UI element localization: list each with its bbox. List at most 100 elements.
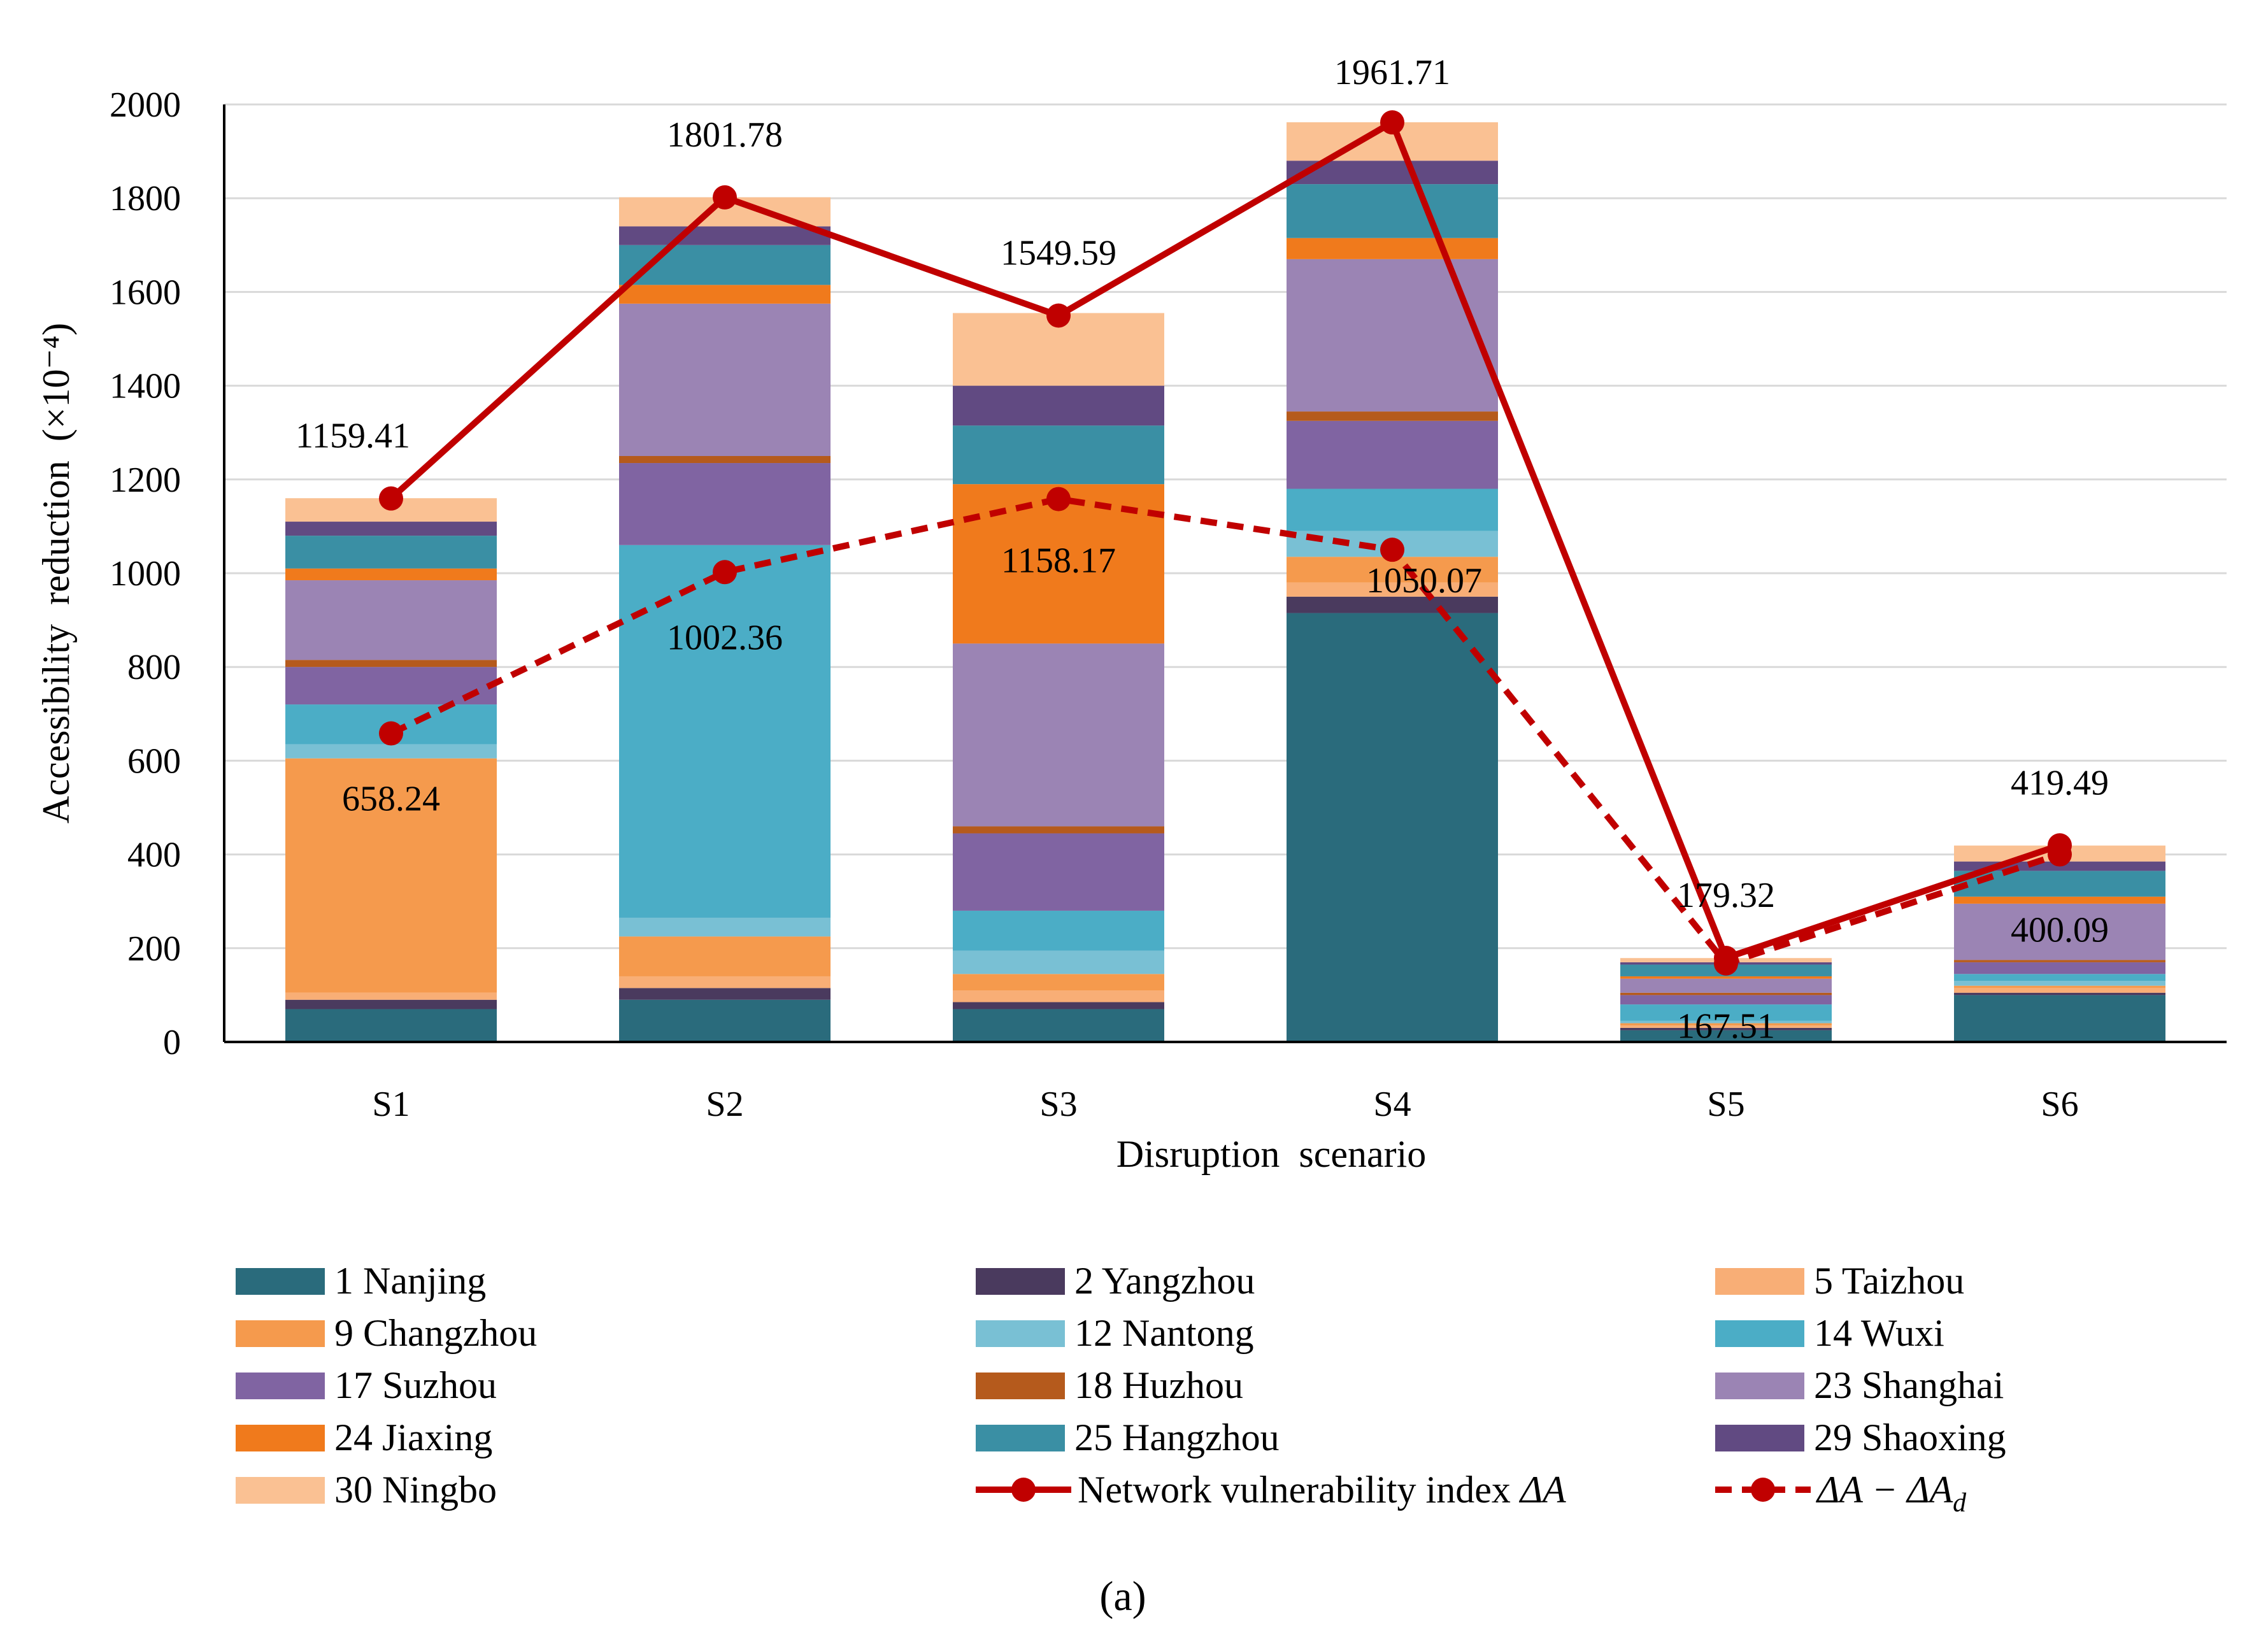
bar-segment-s6-25-hangzhou (1954, 871, 2165, 897)
legend-marker (1011, 1478, 1036, 1502)
bar-segment-s3-5-taizhou (953, 990, 1164, 1002)
data-label: 1801.78 (667, 115, 783, 155)
data-label: 179.32 (1677, 876, 1775, 915)
legend-item-2-yangzhou: 2 Yangzhou (976, 1260, 1255, 1302)
bar-segment-s1-9-changzhou (285, 758, 497, 993)
bar-segment-s5-17-suzhou (1620, 995, 1832, 1005)
bar-segment-s1-25-hangzhou (285, 536, 497, 569)
legend-marker (1751, 1478, 1775, 1502)
bar-segment-s2-9-changzhou (619, 936, 831, 976)
legend-label: 1 Nanjing (334, 1260, 486, 1302)
x-tick-labels: S1 S2 S3 S4 S5 S6 (372, 1085, 2078, 1124)
legend-item-delta-diff: ΔA − ΔAd (1715, 1469, 1967, 1518)
legend-label-math: ΔA (1519, 1469, 1566, 1511)
legend-label: 18 Huzhou (1074, 1364, 1243, 1406)
y-tick-label: 1600 (110, 273, 181, 312)
bar-segment-s4-24-jiaxing (1287, 238, 1498, 259)
data-label: 1159.41 (296, 417, 410, 456)
legend-label: Network vulnerability index ΔA (1078, 1469, 1566, 1511)
legend-item-9-changzhou: 9 Changzhou (236, 1312, 537, 1354)
legend-label: 17 Suzhou (334, 1364, 497, 1406)
x-tick-label: S6 (2041, 1085, 2078, 1124)
data-label: 1549.59 (1001, 234, 1116, 273)
legend-label: 23 Shanghai (1814, 1364, 2004, 1406)
bar-segment-s1-24-jiaxing (285, 568, 497, 581)
legend-label: ΔA − ΔAd (1816, 1469, 1967, 1518)
bar-segment-s4-1-nanjing (1287, 613, 1498, 1042)
y-tick-label: 1800 (110, 179, 181, 218)
legend-label: 5 Taizhou (1814, 1260, 1964, 1302)
vulnerability-lines (379, 110, 2072, 976)
y-tick-label: 600 (127, 741, 181, 781)
legend-swatch (976, 1425, 1065, 1451)
bar-segment-s1-12-nantong (285, 744, 497, 759)
bar-segment-s3-29-shaoxing (953, 385, 1164, 426)
legend-label-text: Network vulnerability index (1078, 1469, 1520, 1511)
legend-label: 25 Hangzhou (1074, 1416, 1280, 1458)
legend-swatch (236, 1477, 325, 1504)
legend-swatch (236, 1320, 325, 1347)
legend-item-17-suzhou: 17 Suzhou (236, 1364, 497, 1406)
bar-segment-s3-12-nantong (953, 950, 1164, 974)
y-tick-label: 0 (163, 1023, 181, 1062)
data-label: 167.51 (1677, 1007, 1775, 1046)
x-tick-label: S3 (1039, 1085, 1077, 1124)
dashed-line-point-s1 (379, 721, 403, 746)
y-tick-label: 1200 (110, 460, 181, 500)
dashed-line-point-s6 (2048, 842, 2072, 867)
solid-series-line (389, 119, 2061, 962)
bar-stack-s1 (285, 498, 497, 1042)
bar-segment-s6-23-shanghai (1954, 903, 2165, 960)
bar-segment-s2-1-nanjing (619, 999, 831, 1042)
data-label: 419.49 (2011, 763, 2109, 802)
y-tick-label: 200 (127, 929, 181, 969)
bar-segment-s5-14-wuxi (1620, 1004, 1832, 1021)
bar-segment-s5-1-nanjing (1620, 1030, 1832, 1042)
dashed-line-point-s5 (1714, 951, 1738, 976)
bar-segment-s2-29-shaoxing (619, 226, 831, 245)
bar-segment-s3-25-hangzhou (953, 425, 1164, 485)
data-labels: 1159.41 1801.78 1549.59 1961.71 179.32 419.49… (296, 53, 2109, 1046)
data-label: 1002.36 (667, 618, 783, 657)
y-tick-label: 400 (127, 836, 181, 875)
y-tick-label: 2000 (110, 85, 181, 125)
legend-label: 24 Jiaxing (334, 1416, 492, 1458)
bar-segment-s6-9-changzhou (1954, 985, 2165, 988)
legend-swatch (1715, 1268, 1804, 1295)
legend-swatch (236, 1373, 325, 1399)
bar-segment-s5-2-yangzhou (1620, 1027, 1832, 1030)
legend-swatch (976, 1373, 1065, 1399)
legend-item-30-ningbo: 30 Ningbo (236, 1469, 497, 1511)
legend-label: 9 Changzhou (334, 1312, 537, 1354)
legend: 1 Nanjing 2 Yangzhou 5 Taizhou 9 Changzhou 1… (236, 1260, 2006, 1518)
bar-segment-s5-9-changzhou (1620, 1023, 1832, 1026)
dashed-line-point-s4 (1380, 538, 1404, 562)
bar-stack-s4 (1287, 122, 1498, 1042)
bar-segment-s6-14-wuxi (1954, 974, 2165, 981)
solid-line-point-s4 (1380, 110, 1404, 135)
bar-segment-s2-18-huzhou (619, 456, 831, 464)
legend-swatch (976, 1320, 1065, 1347)
bar-segment-s6-17-suzhou (1954, 962, 2165, 974)
bar-segment-s4-25-hangzhou (1287, 184, 1498, 238)
legend-item-29-shaoxing: 29 Shaoxing (1715, 1416, 2006, 1458)
x-axis-title: Disruption scenario (1116, 1133, 1427, 1175)
bar-segment-s2-5-taizhou (619, 976, 831, 988)
x-tick-label: S5 (1707, 1085, 1744, 1124)
legend-label: 14 Wuxi (1814, 1312, 1944, 1354)
data-label: 1050.07 (1366, 561, 1482, 601)
legend-item-5-taizhou: 5 Taizhou (1715, 1260, 1964, 1302)
bar-segment-s2-23-shanghai (619, 303, 831, 456)
data-label: 1961.71 (1334, 53, 1450, 92)
data-label: 1158.17 (1001, 541, 1116, 581)
legend-label: 2 Yangzhou (1074, 1260, 1255, 1302)
y-axis-title: Accessibility reduction (×10⁻⁴) (35, 323, 77, 824)
bar-segment-s1-23-shanghai (285, 580, 497, 660)
bar-segment-s2-24-jiaxing (619, 285, 831, 304)
legend-item-24-jiaxing: 24 Jiaxing (236, 1416, 492, 1458)
bar-segment-s4-17-suzhou (1287, 420, 1498, 489)
bar-segment-s3-17-suzhou (953, 833, 1164, 911)
bar-segment-s5-24-jiaxing (1620, 976, 1832, 979)
solid-line-point-s2 (713, 185, 737, 210)
